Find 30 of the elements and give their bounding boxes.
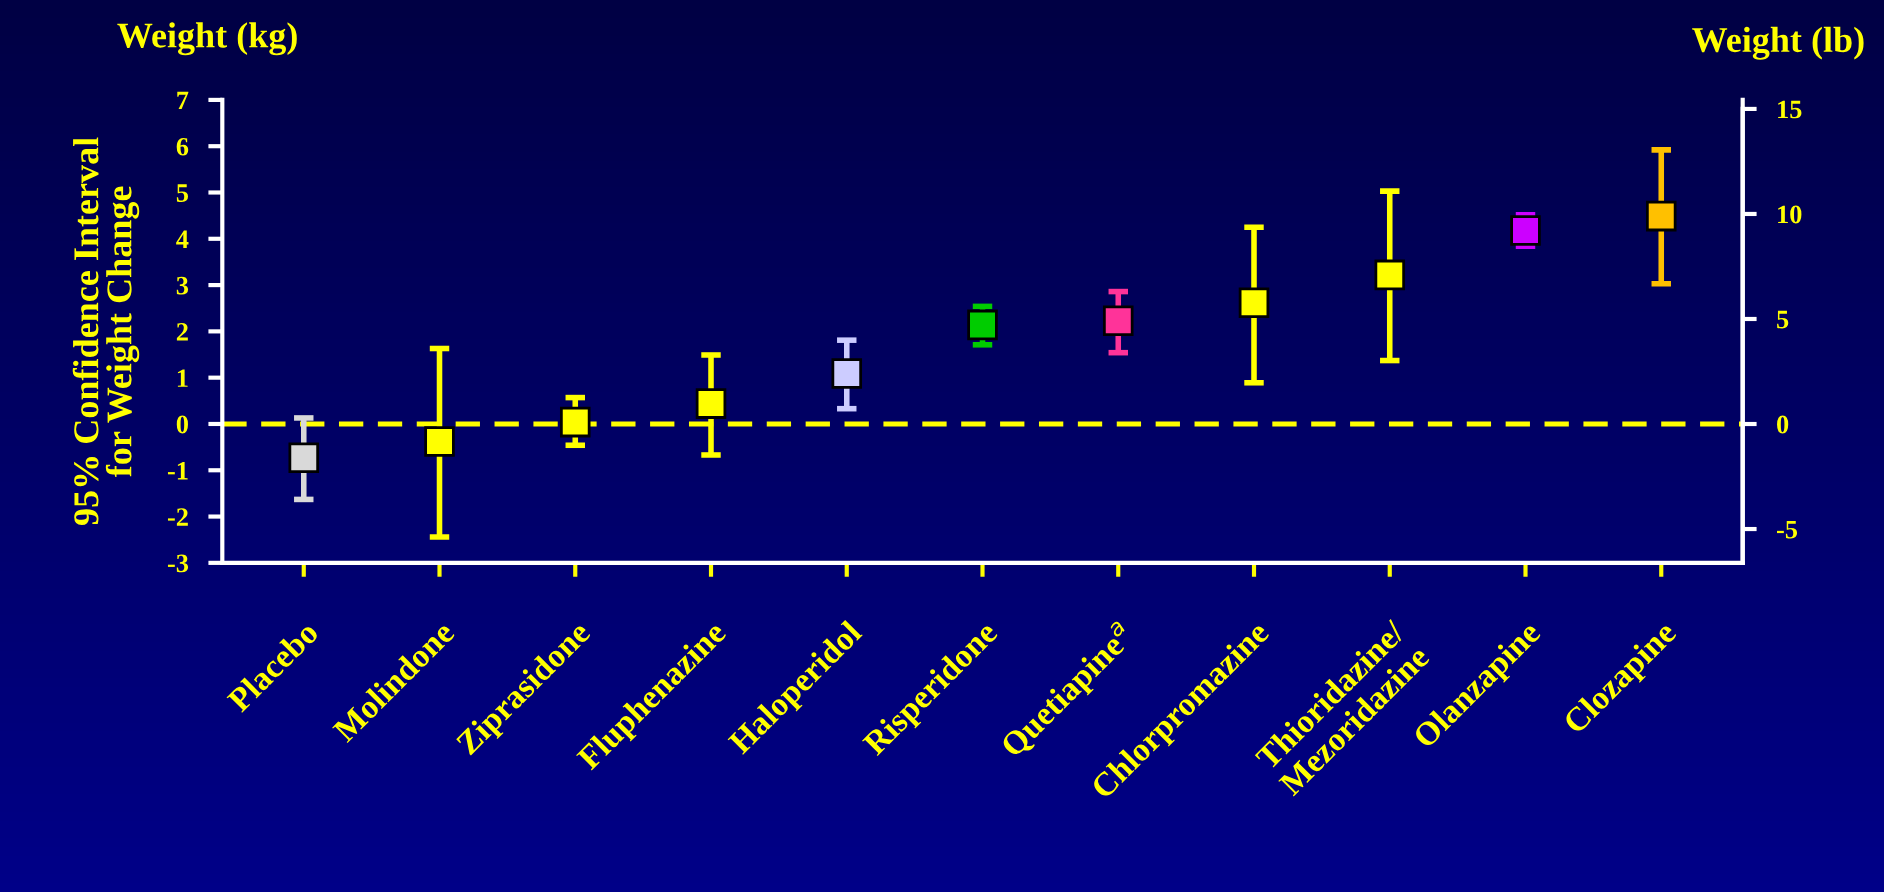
point: [1510, 215, 1541, 246]
y-tick-label: 1: [177, 369, 188, 387]
point: [559, 406, 591, 438]
y-tick-label: -2: [167, 508, 188, 526]
y-tick-label: 5: [176, 184, 189, 202]
point: [1645, 200, 1677, 232]
chart-title: Weight (kg): [117, 22, 297, 56]
y2-axis-title: Weight (lb): [1692, 26, 1864, 60]
y2-tick-label: 10: [1778, 205, 1802, 224]
point: [1374, 259, 1406, 291]
y2-tick-label: 0: [1777, 415, 1789, 434]
y-tick-label: -1: [167, 462, 188, 480]
y-axis-title: 95% Confidence Interval for Weight Change: [72, 137, 140, 525]
point: [967, 309, 998, 341]
y-tick-label: 0: [176, 415, 188, 434]
y-tick-label: 7: [177, 91, 189, 110]
y2-tick-label: -5: [1777, 520, 1798, 539]
y-tick-label: 6: [176, 137, 189, 156]
point: [695, 388, 727, 419]
point: [288, 442, 320, 474]
point: [831, 358, 863, 389]
y-tick-label: 3: [176, 276, 189, 295]
y-tick-label: 4: [176, 230, 189, 248]
point: [424, 426, 455, 457]
y-tick-label: -3: [167, 554, 189, 573]
y2-tick-label: 5: [1777, 310, 1789, 329]
y-tick-label: 2: [176, 323, 188, 341]
y2-tick-label: 15: [1778, 100, 1802, 119]
point: [1238, 287, 1270, 318]
point: [1102, 305, 1134, 337]
